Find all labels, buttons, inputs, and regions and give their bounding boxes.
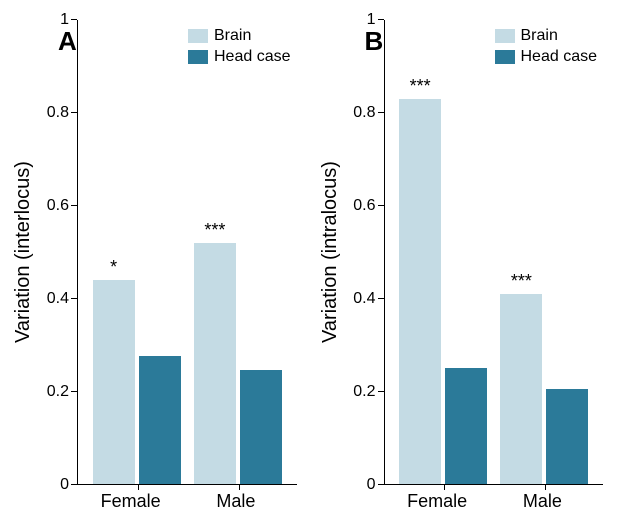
plot-wrap-b: Variation (intralocus) 00.20.40.60.81 **… [317,20,624,485]
y-tick-label: 1 [60,11,69,29]
x-tick-mark [138,484,139,490]
bar-brain [194,243,236,484]
x-tick-mark [444,484,445,490]
x-labels-a: FemaleMale [70,485,297,512]
x-axis-row-a: FemaleMale [10,485,317,512]
y-tick-label: 0.2 [353,383,375,401]
y-ticks-b: 00.20.40.60.81 [344,20,384,485]
bar-headcase [139,356,181,484]
y-tick-label: 0.2 [47,383,69,401]
y-tick-label: 0.6 [47,197,69,215]
bar-headcase [240,370,282,484]
bar-group: *** [399,99,487,484]
bar-headcase [445,368,487,484]
panel-b: B Brain Head case Variation (intralocus)… [317,20,624,512]
x-tick-mark [545,484,546,490]
bar-headcase [546,389,588,484]
y-tick-label: 0.4 [353,290,375,308]
y-tick-label: 0 [60,476,69,494]
bars-a: **** [78,20,297,484]
plot-area-a: **** [77,20,297,485]
bar-brain [399,99,441,484]
x-tick-label: Male [183,491,288,512]
bar-group: *** [194,243,282,484]
y-tick-label: 0.4 [47,290,69,308]
x-labels-b: FemaleMale [377,485,604,512]
y-tick-label: 0.8 [47,104,69,122]
significance-marker: *** [399,77,441,99]
significance-marker: *** [500,272,542,294]
plot-wrap-a: Variation (interlocus) 00.20.40.60.81 **… [10,20,317,485]
x-tick-label: Female [78,491,183,512]
x-tick-mark [239,484,240,490]
y-axis-label-b: Variation (intralocus) [317,20,344,485]
x-tick-label: Male [490,491,595,512]
y-tick-label: 0 [367,476,376,494]
plot-area-b: ****** [384,20,604,485]
x-axis-row-b: FemaleMale [317,485,624,512]
bar-brain [93,280,135,484]
figure: A Brain Head case Variation (interlocus)… [0,0,633,532]
significance-marker: * [93,258,135,280]
y-ticks-a: 00.20.40.60.81 [37,20,77,485]
y-axis-label-a: Variation (interlocus) [10,20,37,485]
significance-marker: *** [194,221,236,243]
bar-group: *** [500,294,588,484]
panel-a: A Brain Head case Variation (interlocus)… [10,20,317,512]
y-tick-label: 0.6 [353,197,375,215]
bar-group: * [93,280,181,484]
bars-b: ****** [385,20,604,484]
y-tick-label: 1 [367,11,376,29]
y-tick-label: 0.8 [353,104,375,122]
x-tick-label: Female [385,491,490,512]
bar-brain [500,294,542,484]
